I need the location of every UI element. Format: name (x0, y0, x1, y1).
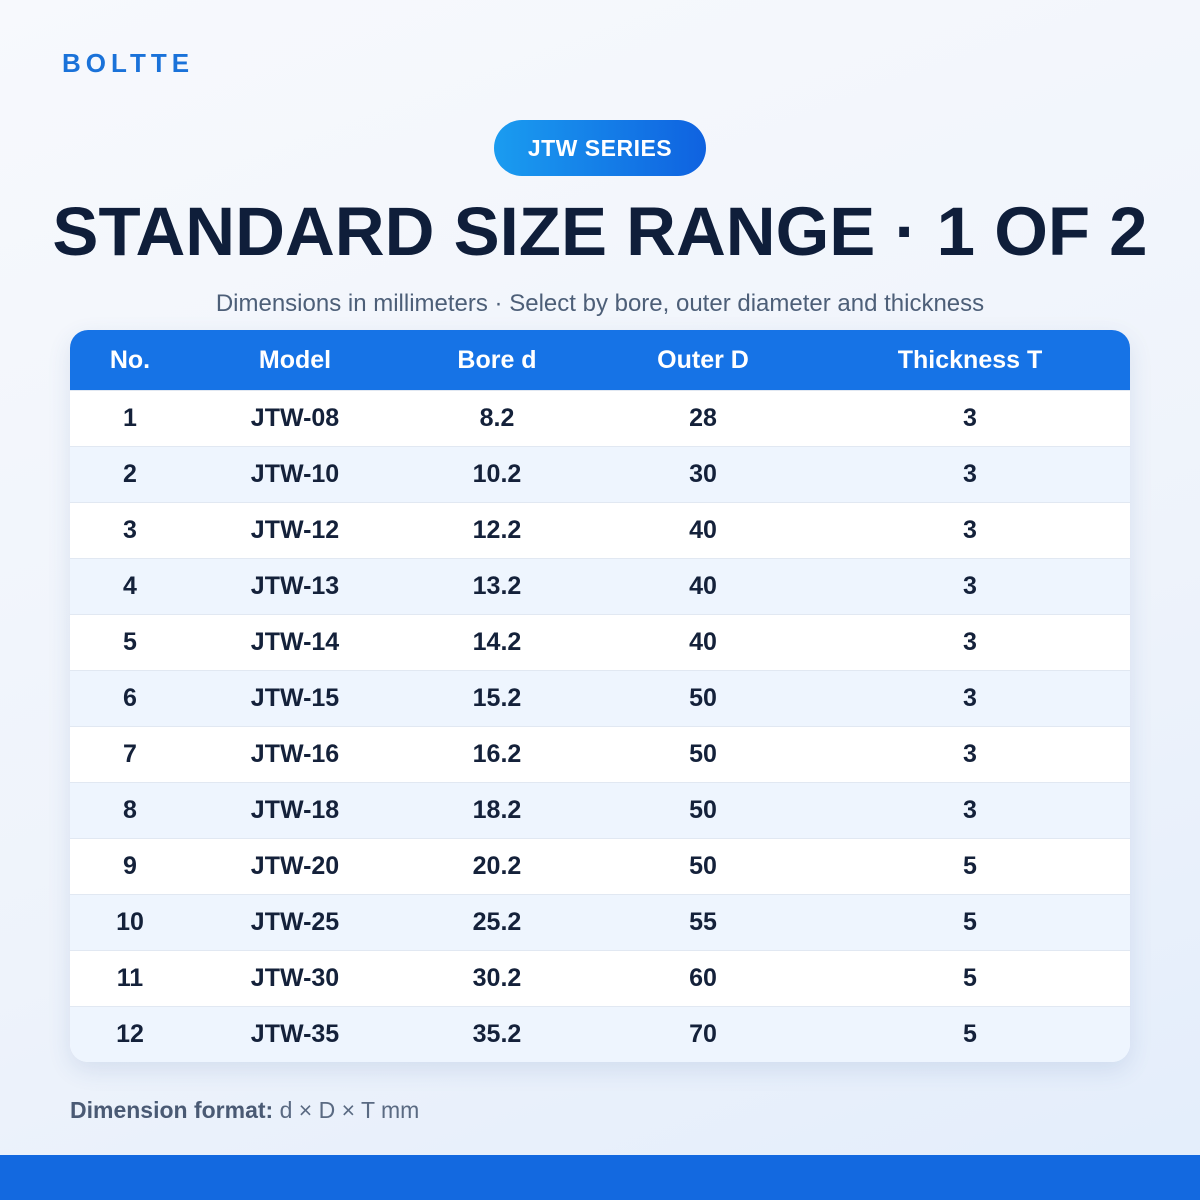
table-cell: 6 (123, 684, 137, 712)
table-cell: 3 (963, 404, 977, 432)
table-cell: 40 (689, 628, 717, 656)
table-cell: 35.2 (472, 1020, 522, 1048)
footer-note: Dimension format: d × D × T mm (70, 1097, 419, 1124)
table-row: 3 JTW-12 12.2 40 3 (70, 502, 1130, 558)
table-cell: 5 (963, 852, 977, 880)
header-cell: Bore d (457, 345, 537, 374)
table-cell: JTW-25 (250, 908, 340, 936)
table-cell: 70 (689, 1020, 717, 1048)
header-cell: No. (109, 345, 151, 374)
table-cell: 7 (123, 740, 137, 768)
table-cell: JTW-10 (250, 460, 340, 488)
table-cell: JTW-12 (250, 516, 340, 544)
header-cell: Model (258, 345, 332, 374)
table-row: 12 JTW-35 35.2 70 5 (70, 1006, 1130, 1062)
table-cell: JTW-20 (250, 852, 340, 880)
table-cell: 40 (689, 572, 717, 600)
title: STANDARD SIZE RANGE · 1 OF 2 (52, 193, 1148, 270)
table-cell: 5 (963, 908, 977, 936)
table-row: 2 JTW-10 10.2 30 3 (70, 446, 1130, 502)
table-cell: 4 (123, 572, 137, 600)
subtitle: Dimensions in millimeters · Select by bo… (215, 290, 985, 317)
table-cell: 3 (963, 572, 977, 600)
table-cell: 13.2 (472, 572, 522, 600)
table-cell: 20.2 (472, 852, 522, 880)
table-cell: 8.2 (479, 404, 515, 432)
table-cell: 9 (123, 852, 137, 880)
table-cell: 3 (963, 684, 977, 712)
table-cell: 50 (689, 852, 717, 880)
table-row: 8 JTW-18 18.2 50 3 (70, 782, 1130, 838)
header-cell: Thickness T (897, 345, 1043, 374)
table-cell: 2 (123, 460, 137, 488)
table-cell: JTW-13 (250, 572, 340, 600)
table-cell: JTW-15 (250, 684, 340, 712)
table-row: 10 JTW-25 25.2 55 5 (70, 894, 1130, 950)
table-cell: 12 (116, 1020, 144, 1048)
table-cell: 14.2 (472, 628, 522, 656)
table-cell: 55 (689, 908, 717, 936)
table-row: 6 JTW-15 15.2 50 3 (70, 670, 1130, 726)
table-cell: JTW-18 (250, 796, 340, 824)
table-cell: 3 (963, 796, 977, 824)
table-cell: JTW-14 (250, 628, 340, 656)
footer-text: d × D × T mm (279, 1097, 420, 1123)
table-cell: JTW-16 (250, 740, 340, 768)
table-cell: 3 (963, 460, 977, 488)
header-cell: Outer D (657, 345, 749, 374)
table-row: 7 JTW-16 16.2 50 3 (70, 726, 1130, 782)
table-cell: 30.2 (472, 964, 522, 992)
table-cell: 11 (116, 964, 144, 992)
table-cell: 10.2 (472, 460, 522, 488)
table-cell: 5 (963, 1020, 977, 1048)
table-cell: 50 (689, 796, 717, 824)
table-cell: 10 (116, 908, 144, 936)
table-cell: JTW-35 (250, 1020, 340, 1048)
table-cell: 50 (689, 740, 717, 768)
table-cell: 16.2 (472, 740, 522, 768)
table-cell: 50 (689, 684, 717, 712)
table-cell: 18.2 (472, 796, 522, 824)
series-badge: JTW SERIES (494, 120, 706, 176)
table-row: 4 JTW-13 13.2 40 3 (70, 558, 1130, 614)
bottom-bar (0, 1155, 1200, 1200)
table-cell: 3 (123, 516, 137, 544)
table-row: 11 JTW-30 30.2 60 5 (70, 950, 1130, 1006)
table-cell: 5 (963, 964, 977, 992)
table-cell: 3 (963, 628, 977, 656)
table-cell: 25.2 (472, 908, 522, 936)
table-cell: JTW-08 (250, 404, 340, 432)
table-cell: 12.2 (472, 516, 522, 544)
size-table: No. Model Bore d Outer D Thickness T 1 JTW-08 8… (70, 330, 1130, 1062)
footer-label: Dimension format: (70, 1097, 274, 1123)
table-cell: JTW-30 (250, 964, 340, 992)
table-row: 9 JTW-20 20.2 50 5 (70, 838, 1130, 894)
table-cell: 60 (689, 964, 717, 992)
table-cell: 1 (123, 404, 137, 432)
table-row: 1 JTW-08 8.2 28 3 (70, 390, 1130, 446)
table-cell: 5 (123, 628, 137, 656)
table-cell: 8 (123, 796, 137, 824)
header-row: No. Model Bore d Outer D Thickness T (70, 330, 1130, 390)
table-cell: 3 (963, 516, 977, 544)
table-cell: 28 (689, 404, 717, 432)
table-cell: 15.2 (472, 684, 522, 712)
table-cell: 30 (689, 460, 717, 488)
table-row: 5 JTW-14 14.2 40 3 (70, 614, 1130, 670)
brand: BOLTTE (62, 48, 195, 78)
table-cell: 3 (963, 740, 977, 768)
table-cell: 40 (689, 516, 717, 544)
